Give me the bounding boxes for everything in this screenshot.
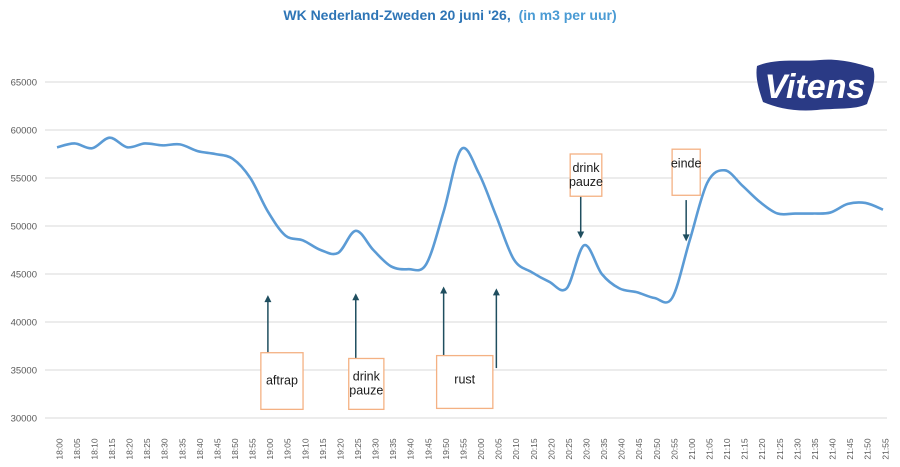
x-tick-label: 21:10 xyxy=(722,438,732,460)
series-layer xyxy=(56,136,884,304)
x-tick-label: 20:35 xyxy=(599,438,609,460)
x-tick-label: 20:55 xyxy=(669,438,679,460)
x-tick-label: 21:50 xyxy=(863,438,873,460)
x-tick-label: 21:30 xyxy=(792,438,802,460)
x-tick-label: 18:10 xyxy=(89,438,99,460)
annotation-arrowhead xyxy=(264,295,272,303)
x-tick-label: 19:05 xyxy=(283,438,293,460)
x-tick-label: 18:20 xyxy=(125,438,135,460)
y-tick-label: 65000 xyxy=(11,78,37,89)
chart-title: WK Nederland-Zweden 20 juni '26, (in m3 … xyxy=(283,7,616,23)
annotation-box xyxy=(671,148,701,196)
x-tick-label: 20:20 xyxy=(546,438,556,460)
x-tick-label: 18:45 xyxy=(212,438,222,460)
y-tick-label: 40000 xyxy=(11,318,37,329)
annotation-label: drink xyxy=(572,161,600,175)
annotation-label: rust xyxy=(454,373,475,387)
y-axis: 30000 35000 40000 45000 50000 55000 60000 65000 xyxy=(11,78,37,425)
vitens-logo: Vitens xyxy=(756,59,875,111)
x-tick-label: 19:40 xyxy=(406,438,416,460)
x-tick-label: 18:30 xyxy=(160,438,170,460)
x-tick-label: 18:55 xyxy=(248,438,258,460)
x-tick-label: 21:15 xyxy=(740,438,750,460)
x-tick-label: 19:45 xyxy=(423,438,433,460)
annotation-box xyxy=(569,153,603,197)
y-tick-label: 50000 xyxy=(11,222,37,233)
chart-title-unit: (in m3 per uur) xyxy=(519,7,617,23)
x-tick-label: 21:20 xyxy=(757,438,767,460)
x-tick-label: 19:35 xyxy=(388,438,398,460)
annotation-arrowhead xyxy=(352,293,360,301)
annotation: rust xyxy=(435,286,494,410)
x-tick-label: 21:35 xyxy=(810,438,820,460)
logo-shape xyxy=(756,59,875,111)
x-tick-label: 18:15 xyxy=(107,438,117,460)
annotation-arrowhead xyxy=(577,231,585,239)
annotation-box xyxy=(435,354,494,410)
annotation: einde xyxy=(671,148,702,242)
gridlines xyxy=(45,81,887,419)
y-tick-label: 45000 xyxy=(11,270,37,281)
x-tick-label: 20:05 xyxy=(494,438,504,460)
x-tick-label: 19:25 xyxy=(353,438,363,460)
series-line xyxy=(56,136,884,304)
x-tick-label: 18:00 xyxy=(54,438,64,460)
x-tick-label: 18:50 xyxy=(230,438,240,460)
x-tick-label: 20:50 xyxy=(652,438,662,460)
x-tick-label: 19:55 xyxy=(458,438,468,460)
x-tick-label: 20:45 xyxy=(634,438,644,460)
x-tick-label: 19:20 xyxy=(335,438,345,460)
x-tick-label: 18:35 xyxy=(177,438,187,460)
annotation: aftrap xyxy=(260,295,304,411)
x-tick-label: 21:25 xyxy=(775,438,785,460)
x-tick-label: 19:10 xyxy=(300,438,310,460)
x-tick-label: 21:55 xyxy=(880,438,890,460)
logo-text: Vitens xyxy=(765,68,866,106)
x-tick-label: 20:15 xyxy=(529,438,539,460)
x-tick-label: 18:05 xyxy=(72,438,82,460)
x-tick-label: 20:40 xyxy=(617,438,627,460)
annotation xyxy=(492,288,500,369)
x-tick-label: 21:05 xyxy=(705,438,715,460)
x-tick-label: 20:30 xyxy=(581,438,591,460)
annotation-label: einde xyxy=(671,157,702,171)
y-tick-label: 30000 xyxy=(11,414,37,425)
x-tick-label: 20:00 xyxy=(476,438,486,460)
x-tick-label: 19:30 xyxy=(371,438,381,460)
x-tick-label: 20:25 xyxy=(564,438,574,460)
x-tick-label: 21:00 xyxy=(687,438,697,460)
annotation-label: pauze xyxy=(569,175,603,189)
x-tick-label: 19:00 xyxy=(265,438,275,460)
x-tick-label: 20:10 xyxy=(511,438,521,460)
x-tick-label: 18:25 xyxy=(142,438,152,460)
annotation-label: drink xyxy=(353,369,381,383)
chart-title-main: WK Nederland-Zweden 20 juni '26, xyxy=(283,7,510,23)
annotation-label: pauze xyxy=(349,383,383,397)
annotation-arrowhead xyxy=(440,286,448,294)
x-tick-label: 19:50 xyxy=(441,438,451,460)
y-tick-label: 35000 xyxy=(11,366,37,377)
annotation-label: aftrap xyxy=(266,374,298,388)
y-tick-label: 55000 xyxy=(11,174,37,185)
x-tick-label: 19:15 xyxy=(318,438,328,460)
x-tick-label: 21:45 xyxy=(845,438,855,460)
y-tick-label: 60000 xyxy=(11,126,37,137)
annotation-arrowhead xyxy=(492,288,500,296)
annotation-box xyxy=(260,352,304,411)
x-tick-label: 18:40 xyxy=(195,438,205,460)
annotation-arrowhead xyxy=(682,234,690,242)
annotation-box xyxy=(348,357,385,411)
x-axis: 18:00 18:05 18:10 18:15 18:20 18:25 18:30 18:35… xyxy=(54,438,890,460)
x-tick-label: 21:40 xyxy=(828,438,838,460)
